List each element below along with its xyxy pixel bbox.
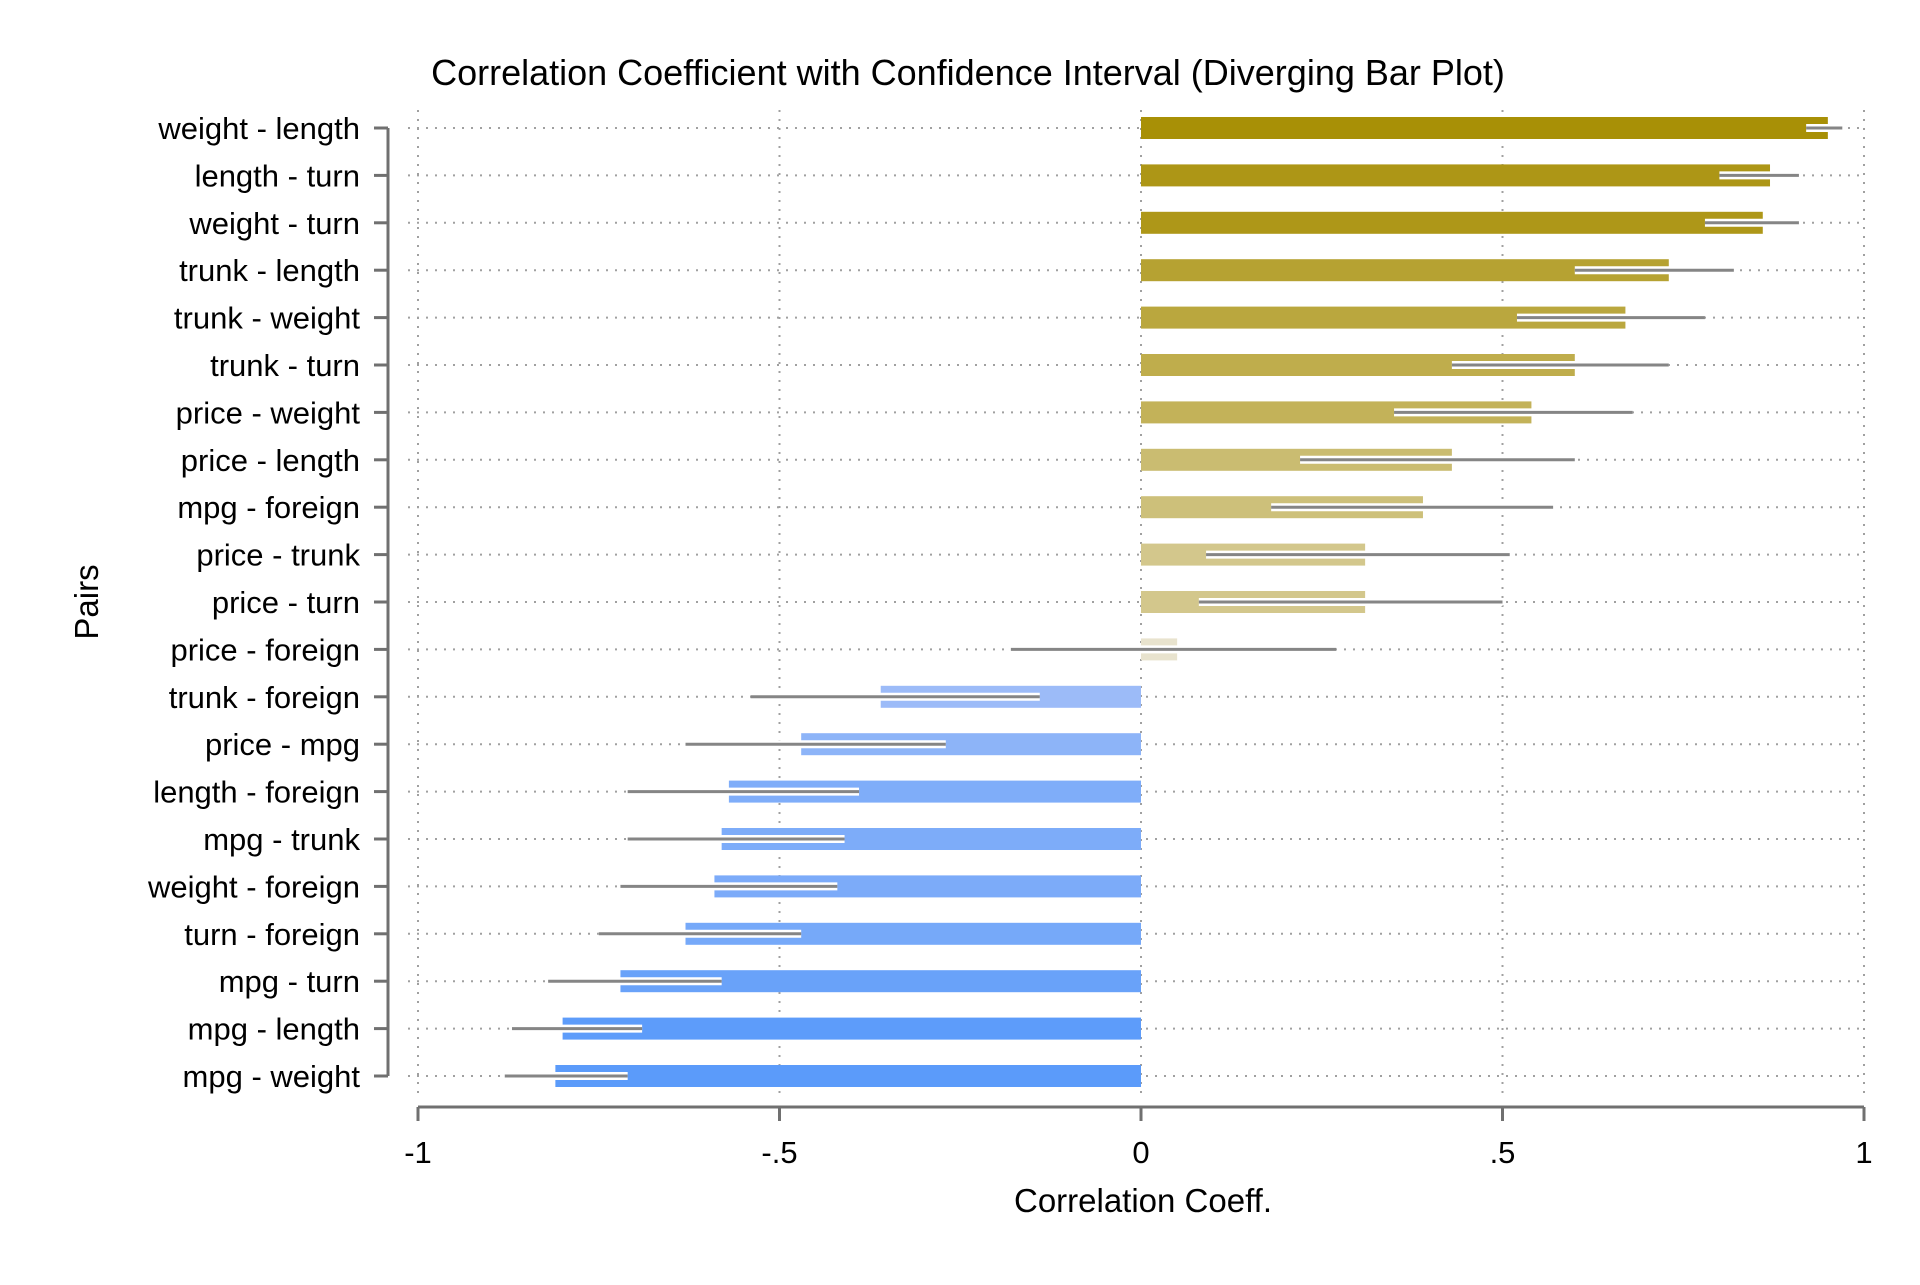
y-category-label: price - mpg bbox=[205, 727, 360, 762]
bar bbox=[1141, 448, 1452, 471]
y-category-label: trunk - turn bbox=[210, 348, 360, 383]
bar bbox=[801, 733, 1141, 756]
bar bbox=[555, 1065, 1141, 1087]
y-category-label: mpg - length bbox=[188, 1012, 360, 1047]
y-category-label: weight - foreign bbox=[147, 869, 360, 904]
y-category-label: trunk - length bbox=[179, 253, 360, 288]
bar bbox=[685, 922, 1141, 945]
y-category-label: mpg - trunk bbox=[203, 822, 360, 857]
bar bbox=[1141, 306, 1626, 329]
y-category-label: price - length bbox=[181, 443, 360, 478]
y-category-label: length - turn bbox=[195, 158, 360, 193]
x-tick-label: -.5 bbox=[761, 1135, 797, 1170]
axes: -1 -.5 0 .5 1 weight - length length - turn wei… bbox=[147, 111, 1873, 1170]
x-axis-title: Correlation Coeff. bbox=[1014, 1182, 1272, 1219]
bar bbox=[562, 1017, 1141, 1040]
bar bbox=[714, 875, 1141, 898]
bar bbox=[1141, 164, 1771, 187]
bar bbox=[1141, 211, 1763, 234]
y-axis-title: Pairs bbox=[68, 564, 105, 639]
bar bbox=[728, 780, 1141, 803]
x-tick-label: 0 bbox=[1132, 1135, 1149, 1170]
gridlines bbox=[408, 110, 1865, 1099]
y-category-label: weight - turn bbox=[188, 206, 360, 241]
x-tick-label: 1 bbox=[1855, 1135, 1872, 1170]
bar bbox=[1141, 259, 1669, 282]
y-category-label: mpg - weight bbox=[183, 1059, 361, 1094]
x-tick-label: -1 bbox=[404, 1135, 432, 1170]
y-category-label: price - turn bbox=[212, 585, 360, 620]
y-category-label: price - foreign bbox=[170, 632, 360, 667]
bar bbox=[721, 828, 1141, 850]
bars bbox=[555, 117, 1828, 1087]
y-category-label: turn - foreign bbox=[184, 917, 360, 952]
y-category-label: trunk - foreign bbox=[169, 680, 360, 715]
bar bbox=[1141, 117, 1828, 139]
x-tick-label: .5 bbox=[1490, 1135, 1516, 1170]
bar bbox=[1141, 354, 1575, 376]
y-category-label: trunk - weight bbox=[174, 301, 360, 336]
y-category-label: mpg - foreign bbox=[177, 490, 360, 525]
y-category-label: length - foreign bbox=[153, 775, 360, 810]
y-category-label: price - weight bbox=[176, 395, 361, 430]
chart-title: Correlation Coefficient with Confidence … bbox=[431, 52, 1505, 93]
bar bbox=[620, 970, 1141, 993]
bar bbox=[1141, 401, 1532, 424]
y-category-label: weight - length bbox=[157, 111, 360, 146]
y-category-label: mpg - turn bbox=[219, 964, 360, 999]
y-category-label: price - trunk bbox=[196, 538, 360, 573]
confidence-intervals bbox=[504, 124, 1843, 1080]
